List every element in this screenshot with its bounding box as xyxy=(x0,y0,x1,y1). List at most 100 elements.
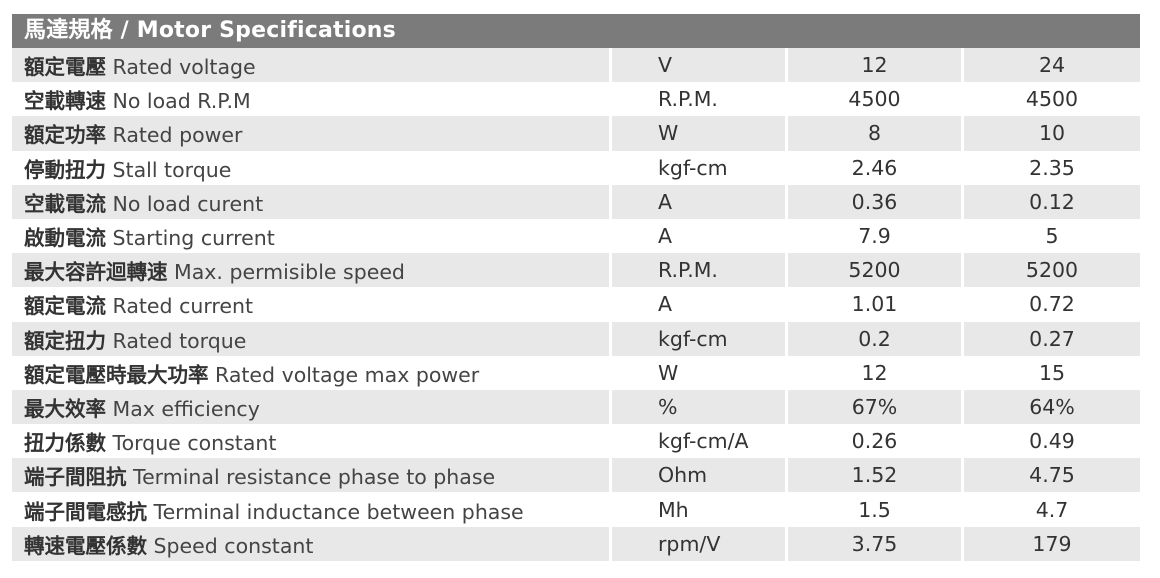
spec-unit: Mh xyxy=(612,492,788,527)
spec-value-12v: 8 xyxy=(788,116,964,151)
spec-value-12v: 4500 xyxy=(788,82,964,117)
spec-parameter: 停動扭力 Stall torque xyxy=(12,150,612,185)
spec-parameter: 額定扭力 Rated torque xyxy=(12,321,612,356)
spec-unit: kgf-cm xyxy=(612,321,788,356)
parameter-name-zh: 額定功率 xyxy=(24,123,106,148)
spec-row: 額定電壓 Rated voltage V 12 24 xyxy=(12,48,1140,83)
spec-row: 扭力係數 Torque constant kgf-cm/A 0.26 0.49 xyxy=(12,424,1140,459)
spec-row: 額定電流 Rated current A 1.01 0.72 xyxy=(12,287,1140,322)
spec-row: 最大容許迴轉速 Max. permisible speed R.P.M. 5200 5… xyxy=(12,253,1140,288)
parameter-name-zh: 轉速電壓係數 xyxy=(24,533,147,558)
parameter-name-en: Speed constant xyxy=(153,533,314,558)
spec-row: 停動扭力 Stall torque kgf-cm 2.46 2.35 xyxy=(12,150,1140,185)
spec-row: 最大效率 Max efficiency% 67% 64% xyxy=(12,389,1140,425)
parameter-name-zh: 額定電流 xyxy=(24,294,106,319)
spec-parameter: 端子間電感抗 Terminal inductance between phase xyxy=(12,492,612,527)
spec-value-24v: 4.7 xyxy=(964,492,1140,527)
spec-value-24v: 5 xyxy=(964,218,1140,254)
spec-unit: Ohm xyxy=(612,458,788,493)
spec-unit: W xyxy=(612,355,788,390)
spec-value-12v: 5200 xyxy=(788,253,964,288)
parameter-name-en: Torque constant xyxy=(112,431,277,456)
spec-value-24v: 24 xyxy=(964,48,1140,83)
spec-parameter: 空載轉速 No load R.P.M xyxy=(12,82,612,117)
spec-parameter: 最大效率 Max efficiency xyxy=(12,389,612,425)
spec-row: 空載電流 No load curent A 0.36 0.12 xyxy=(12,184,1140,219)
spec-value-24v: 10 xyxy=(964,116,1140,151)
spec-parameter: 空載電流 No load curent xyxy=(12,184,612,219)
spec-parameter: 最大容許迴轉速 Max. permisible speed xyxy=(12,253,612,288)
spec-row: 額定扭力 Rated torque kgf-cm 0.2 0.27 xyxy=(12,321,1140,356)
parameter-name-en: Terminal resistance phase to phase xyxy=(133,465,496,490)
spec-value-24v: 0.12 xyxy=(964,184,1140,219)
spec-row: 轉速電壓係數 Speed constant rpm/V 3.75 179 xyxy=(12,526,1140,561)
spec-value-24v: 0.49 xyxy=(964,424,1140,459)
spec-value-12v: 0.36 xyxy=(788,184,964,219)
parameter-name-en: No load R.P.M xyxy=(112,89,251,114)
parameter-name-en: No load curent xyxy=(112,191,264,216)
spec-parameter: 額定電流 Rated current xyxy=(12,287,612,322)
parameter-name-en: Starting current xyxy=(112,226,275,251)
spec-unit: R.P.M. xyxy=(612,253,788,288)
spec-value-24v: 4500 xyxy=(964,82,1140,117)
spec-value-24v: 15 xyxy=(964,355,1140,390)
parameter-name-zh: 端子間阻抗 xyxy=(24,465,127,490)
spec-value-12v: 0.26 xyxy=(788,424,964,459)
spec-value-12v: 1.5 xyxy=(788,492,964,527)
parameter-name-en: Rated power xyxy=(112,123,243,148)
spec-unit: kgf-cm/A xyxy=(612,424,788,459)
spec-value-24v: 0.72 xyxy=(964,287,1140,322)
parameter-name-zh: 額定電壓時最大功率 xyxy=(24,362,209,387)
parameter-name-en: Stall torque xyxy=(112,157,232,182)
spec-table: 額定電壓 Rated voltage V 12 24 空載轉速 No load R.P.… xyxy=(12,48,1140,561)
spec-parameter: 額定電壓 Rated voltage xyxy=(12,48,612,83)
spec-value-24v: 4.75 xyxy=(964,458,1140,493)
parameter-name-zh: 端子間電感抗 xyxy=(24,499,147,524)
spec-unit: W xyxy=(612,116,788,151)
spec-table-body: 額定電壓 Rated voltage V 12 24 空載轉速 No load R.P.… xyxy=(12,48,1140,561)
spec-value-12v: 12 xyxy=(788,48,964,83)
parameter-name-zh: 空載轉速 xyxy=(24,89,106,114)
spec-row: 端子間阻抗 Terminal resistance phase to phase… xyxy=(12,458,1140,493)
spec-unit: % xyxy=(612,389,788,425)
spec-unit: A xyxy=(612,184,788,219)
parameter-name-en: Terminal inductance between phase xyxy=(153,499,524,524)
spec-unit: R.P.M. xyxy=(612,82,788,117)
parameter-name-zh: 停動扭力 xyxy=(24,157,106,182)
parameter-name-zh: 啟動電流 xyxy=(24,226,106,251)
parameter-name-zh: 額定電壓 xyxy=(24,55,106,80)
parameter-name-zh: 空載電流 xyxy=(24,191,106,216)
spec-unit: kgf-cm xyxy=(612,150,788,185)
parameter-name-en: Rated voltage max power xyxy=(215,362,480,387)
parameter-name-en: Max. permisible speed xyxy=(174,260,405,285)
spec-parameter: 端子間阻抗 Terminal resistance phase to phase xyxy=(12,458,612,493)
parameter-name-zh: 額定扭力 xyxy=(24,328,106,353)
spec-value-12v: 1.52 xyxy=(788,458,964,493)
parameter-name-zh: 最大效率 xyxy=(24,396,106,421)
spec-parameter: 轉速電壓係數 Speed constant xyxy=(12,526,612,561)
spec-row: 額定電壓時最大功率 Rated voltage max power W 12 15 xyxy=(12,355,1140,390)
spec-value-12v: 12 xyxy=(788,355,964,390)
spec-value-24v: 179 xyxy=(964,526,1140,561)
motor-spec-sheet: 馬達規格 / Motor Specifications 額定電壓 Rated v… xyxy=(12,14,1140,561)
spec-value-12v: 2.46 xyxy=(788,150,964,185)
spec-parameter: 額定電壓時最大功率 Rated voltage max power xyxy=(12,355,612,390)
parameter-name-en: Rated current xyxy=(112,294,254,319)
spec-value-12v: 0.2 xyxy=(788,321,964,356)
spec-unit: V xyxy=(612,48,788,83)
spec-value-12v: 1.01 xyxy=(788,287,964,322)
parameter-name-zh: 扭力係數 xyxy=(24,431,106,456)
spec-unit: rpm/V xyxy=(612,526,788,561)
spec-value-12v: 7.9 xyxy=(788,218,964,254)
spec-row: 端子間電感抗 Terminal inductance between phase… xyxy=(12,492,1140,527)
spec-value-12v: 67% xyxy=(788,389,964,425)
spec-unit: A xyxy=(612,287,788,322)
spec-value-24v: 2.35 xyxy=(964,150,1140,185)
parameter-name-en: Rated voltage xyxy=(112,55,256,80)
spec-row: 額定功率 Rated power W 8 10 xyxy=(12,116,1140,151)
spec-value-24v: 0.27 xyxy=(964,321,1140,356)
parameter-name-zh: 最大容許迴轉速 xyxy=(24,260,168,285)
spec-row: 空載轉速 No load R.P.M R.P.M. 4500 4500 xyxy=(12,82,1140,117)
spec-parameter: 啟動電流 Starting current xyxy=(12,218,612,254)
spec-value-24v: 5200 xyxy=(964,253,1140,288)
